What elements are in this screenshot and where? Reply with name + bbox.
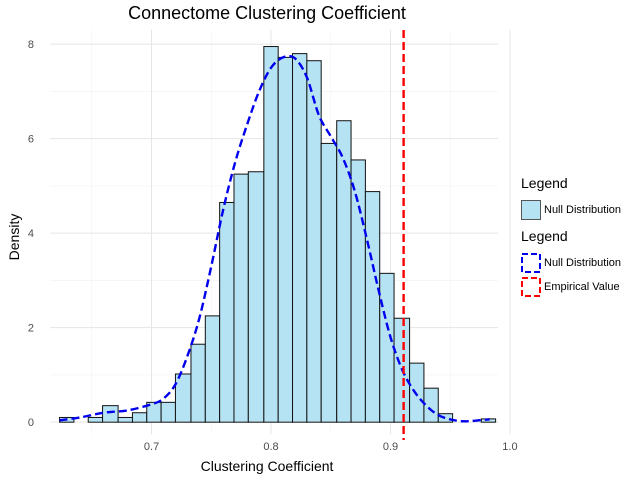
histogram-bar [160, 401, 176, 423]
histogram-bar [190, 343, 206, 423]
chart-title: Connectome Clustering Coefficient [128, 3, 406, 23]
histogram-bar [336, 120, 352, 423]
histogram-bar [292, 53, 308, 423]
legend-fill: Legend Null Distribution [521, 175, 621, 222]
y-tick-label: 2 [28, 323, 34, 335]
legend-key-fill [521, 200, 541, 220]
legend-label: Null Distribution [544, 257, 622, 269]
histogram-bar [219, 201, 235, 423]
histogram-bar [320, 142, 338, 423]
histogram-bar [247, 171, 265, 423]
legend-title: Legend [521, 228, 568, 244]
histogram-bar [379, 272, 395, 423]
y-tick-label: 8 [28, 39, 34, 51]
histogram-bar [131, 412, 148, 423]
x-axis-label: Clustering Coefficient [201, 458, 334, 474]
x-tick-label: 1.0 [502, 441, 517, 453]
legend-title: Legend [521, 175, 568, 191]
histogram-bars [59, 46, 497, 423]
legend-label: Null Distribution [544, 204, 622, 216]
x-tick-label: 0.9 [383, 441, 398, 453]
histogram-bar [87, 416, 104, 423]
histogram-bar [102, 405, 119, 423]
y-axis-ticks: 0 2 4 6 8 [28, 39, 34, 429]
histogram-bar [306, 60, 322, 423]
legend-key-red-dash [521, 277, 541, 297]
histogram-bar [277, 56, 294, 423]
x-tick-label: 0.8 [263, 441, 278, 453]
legend-item-null-distribution-line: Null Distribution [521, 251, 621, 275]
legend-item-null-distribution-fill: Null Distribution [521, 198, 621, 222]
histogram-bar [263, 46, 279, 423]
legend-item-empirical-value: Empirical Value [521, 275, 621, 299]
density-curve-line [59, 54, 490, 423]
y-tick-label: 4 [28, 228, 34, 240]
density-curve-group [59, 54, 490, 423]
y-axis-label: Density [6, 214, 22, 261]
histogram-bar [409, 362, 425, 423]
x-tick-label: 0.7 [144, 441, 159, 453]
legend-key-blue-dash [521, 253, 541, 273]
histogram-bar [117, 416, 133, 423]
histogram-bar [423, 387, 439, 423]
histogram-bar [437, 413, 454, 423]
histogram-bar [204, 315, 221, 423]
y-tick-label: 6 [28, 134, 34, 146]
y-tick-label: 0 [28, 417, 34, 429]
histogram-bar [174, 373, 192, 423]
legend-label: Empirical Value [544, 281, 620, 293]
legend-lines: Legend Null Distribution Empirical Value [521, 228, 621, 299]
histogram-bar [233, 173, 249, 423]
x-axis-ticks: 0.7 0.8 0.9 1.0 [144, 441, 518, 453]
histogram-bar [364, 191, 381, 423]
